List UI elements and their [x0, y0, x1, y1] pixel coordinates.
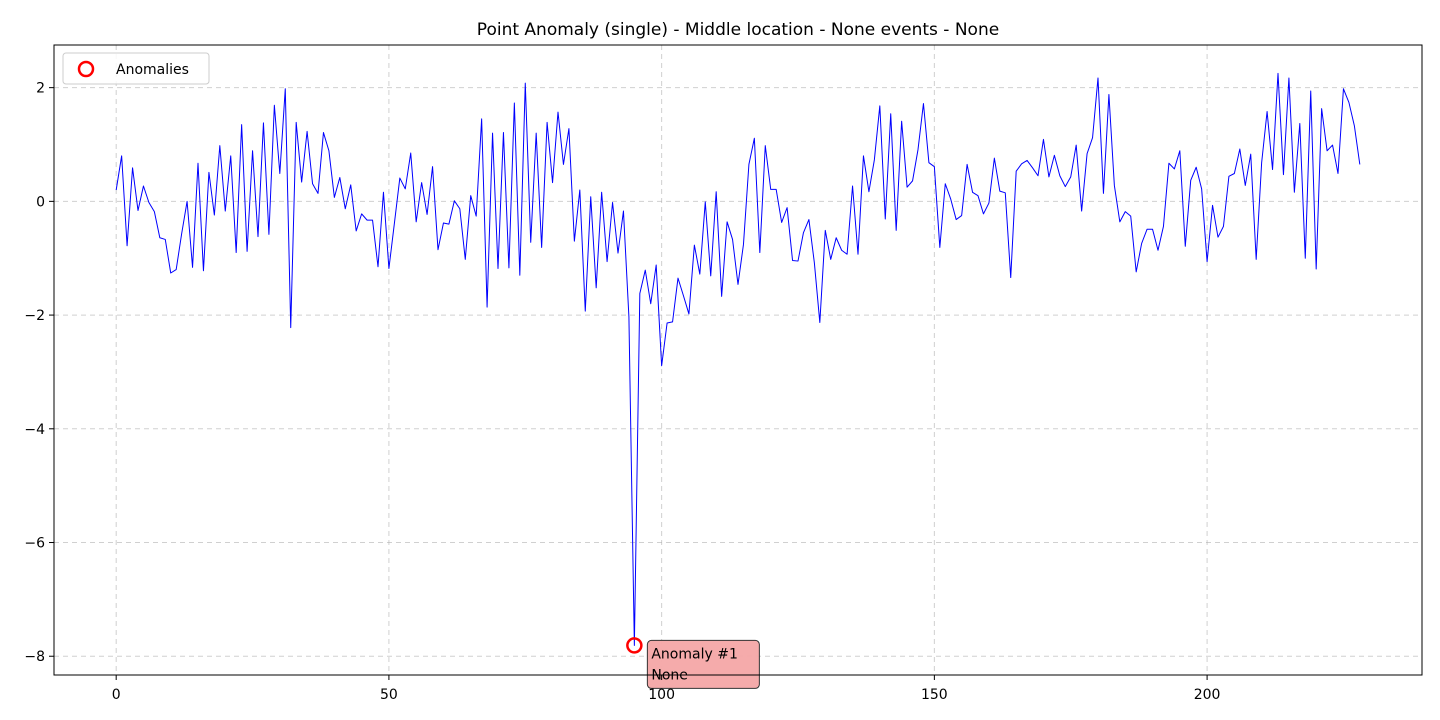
x-tick-label: 100 — [648, 687, 675, 703]
y-tick-label: −6 — [24, 536, 45, 552]
y-tick-label: −4 — [24, 422, 45, 438]
y-tick-label: −8 — [24, 649, 45, 665]
legend: Anomalies — [63, 53, 209, 84]
y-tick-label: 2 — [36, 81, 45, 97]
grid-lines — [54, 45, 1422, 675]
anomaly-annotation-title: Anomaly #1 — [651, 646, 738, 662]
y-tick-label: 0 — [36, 194, 45, 210]
chart-title: Point Anomaly (single) - Middle location… — [477, 20, 999, 40]
series-line — [116, 73, 1360, 645]
x-tick-label: 0 — [112, 687, 121, 703]
axis-ticks: 0 50 100 150 200 −8 −6 −4 −2 0 2 — [24, 81, 1220, 703]
x-tick-label: 50 — [380, 687, 398, 703]
y-tick-label: −2 — [24, 308, 45, 324]
x-tick-label: 150 — [921, 687, 948, 703]
plot-frame — [54, 45, 1422, 675]
legend-label-anomalies: Anomalies — [116, 62, 189, 78]
series-layer — [116, 73, 1360, 645]
x-tick-label: 200 — [1194, 687, 1221, 703]
